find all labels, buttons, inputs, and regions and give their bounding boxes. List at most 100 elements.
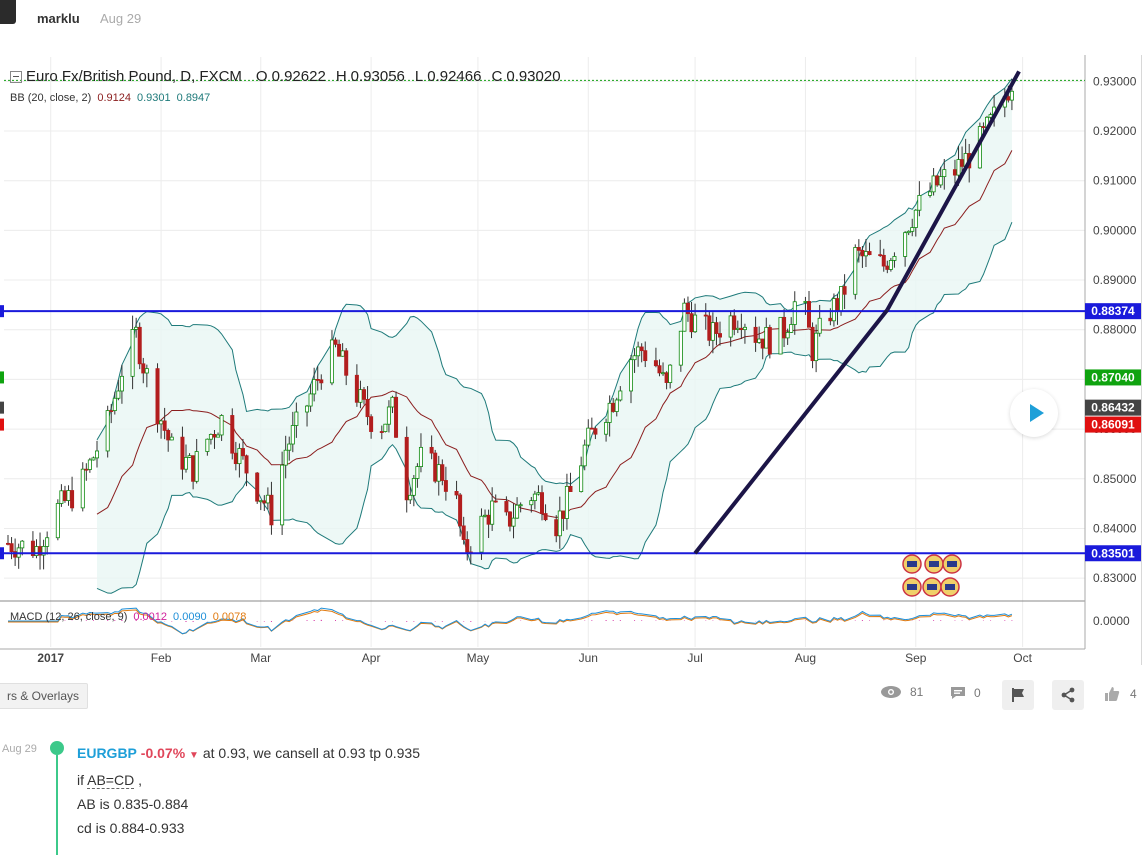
event-flag-inner [927, 584, 937, 590]
comment-if: if [77, 772, 88, 788]
candle-body [486, 514, 491, 525]
candle-body [839, 286, 844, 312]
bb-basis-value: 0.9124 [97, 92, 131, 104]
candle-body [394, 396, 399, 438]
y-tick-label: 0.90000 [1093, 223, 1137, 237]
candle-body [116, 390, 121, 399]
share-button[interactable] [1052, 680, 1084, 710]
x-tick-label: Jul [687, 651, 702, 665]
comments-stat[interactable]: 0 [950, 686, 981, 700]
avatar[interactable] [0, 0, 16, 24]
down-arrow-icon: ▼ [189, 750, 199, 761]
candle-body [240, 448, 245, 457]
legend-open: 0.92622 [271, 68, 326, 85]
candle-body [365, 398, 370, 418]
candle-body [436, 464, 441, 482]
bb-fill [97, 78, 1012, 594]
candle-body [643, 350, 648, 362]
indicators-tab[interactable]: rs & Overlays [0, 683, 89, 709]
candle-body [59, 490, 64, 504]
candle-body [568, 485, 573, 492]
chart-panel[interactable]: 0.93000 0.92000 0.91000 0.90000 0.89000 0.880… [0, 55, 1142, 665]
candle-body [255, 472, 260, 502]
flag-button[interactable] [1002, 680, 1034, 710]
candle-body [84, 468, 89, 471]
candle-body [529, 500, 534, 506]
candle-body [408, 494, 413, 501]
candle-body [728, 315, 733, 338]
left-price-marker [0, 547, 4, 560]
candle-body [664, 372, 669, 383]
x-tick-label: Feb [151, 651, 172, 665]
candle-body [778, 316, 783, 355]
candle-body [878, 254, 883, 257]
candle-body [386, 406, 391, 425]
abcd-term[interactable]: AB=CD [87, 772, 135, 789]
macd-hist-value: 0.0012 [133, 611, 168, 623]
candle-body [333, 339, 338, 345]
symbol-link[interactable]: EURGBP [77, 745, 137, 761]
candle-body [361, 389, 366, 400]
comment-comma: , [134, 772, 142, 788]
candle-body [938, 176, 943, 186]
candle-body [404, 436, 409, 501]
candle-body [312, 379, 317, 395]
play-button[interactable] [1010, 389, 1058, 437]
candle-body [454, 491, 459, 496]
price-chart[interactable]: 0.93000 0.92000 0.91000 0.90000 0.89000 0.880… [0, 55, 1142, 665]
candle-body [358, 389, 363, 403]
candle-body [739, 327, 744, 331]
macd-tick-label: 0.0000 [1093, 614, 1130, 628]
candle-body [579, 465, 584, 492]
candle-body [757, 338, 762, 343]
comment-line-4: cd is 0.884-0.933 [77, 820, 185, 836]
thumbs-up-icon [1105, 687, 1120, 701]
left-price-marker [0, 371, 4, 384]
share-icon [1061, 687, 1075, 703]
candle-body [782, 316, 787, 339]
price-badge-label: 0.88374 [1091, 304, 1135, 318]
candle-body [6, 542, 11, 545]
candle-body [418, 446, 423, 467]
candle-body [305, 405, 310, 413]
price-badge-label: 0.87040 [1091, 370, 1135, 384]
eye-icon [881, 686, 901, 698]
candle-body [532, 493, 537, 502]
candle-body [935, 175, 940, 186]
like-stat[interactable]: 4 [1104, 686, 1137, 702]
candle-body [194, 451, 199, 482]
timeline-line [56, 755, 58, 855]
candle-body [718, 333, 723, 338]
comment-line-1: EURGBP -0.07% ▼ at 0.93, we cansell at 0… [77, 741, 420, 768]
candle-body [66, 490, 71, 501]
author-name[interactable]: marklu [37, 11, 80, 26]
comment-body: EURGBP -0.07% ▼ at 0.93, we cansell at 0… [77, 741, 420, 840]
candle-body [817, 317, 822, 334]
legend-l-label: L [414, 68, 424, 85]
candle-body [208, 434, 213, 440]
y-tick-label: 0.88000 [1093, 323, 1137, 337]
candle-body [411, 478, 416, 496]
collapse-icon[interactable] [10, 70, 22, 83]
candle-body [155, 368, 160, 425]
event-flag-inner [907, 561, 917, 567]
candle-body [853, 247, 858, 295]
candle-body [507, 511, 512, 527]
candle-body [265, 494, 270, 504]
timeline-dot [50, 741, 64, 755]
candle-body [586, 427, 591, 446]
candle-body [732, 315, 737, 330]
candle-body [258, 500, 263, 503]
trend-line [693, 308, 889, 555]
candle-body [636, 346, 641, 357]
candle-body [760, 338, 765, 349]
candle-body [956, 159, 961, 176]
candle-body [960, 159, 965, 167]
macd-legend: MACD (12, 26, close, 9) 0.0012 0.0090 0.… [10, 611, 246, 623]
candle-body [1006, 96, 1011, 101]
candle-body [518, 504, 523, 507]
candle-body [913, 209, 918, 228]
flag-icon [1012, 688, 1024, 702]
candle-body [814, 332, 819, 362]
event-flag-inner [945, 584, 955, 590]
